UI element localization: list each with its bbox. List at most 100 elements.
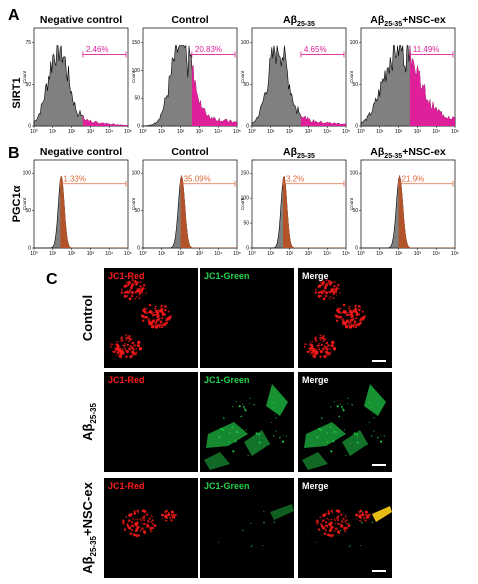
fluorescence-spot: [165, 519, 168, 522]
histogram-row-b: Negative control 1.33% 10⁰ 10¹ 10² 10³ 10⁴ 10⁵ 0…: [22, 146, 459, 257]
fluorescence-spot: [232, 406, 234, 408]
image-abeta-nsc-ex-merge: Merge: [298, 478, 392, 578]
panel-label-c: C: [46, 271, 58, 288]
x-tick-label: 10⁴: [323, 129, 331, 135]
fluorescence-spot: [148, 310, 152, 314]
x-tick-label: 10³: [414, 129, 422, 135]
fluorescence-spot: [129, 355, 133, 359]
fluorescence-spot: [348, 325, 352, 329]
fluorescence-spot: [324, 524, 327, 527]
y-axis-label: Count: [240, 70, 245, 83]
fluorescence-spot: [345, 454, 347, 457]
fluorescence-spot: [325, 291, 328, 294]
y-tick-label: 50: [134, 96, 140, 102]
fluorescence-spot: [304, 343, 306, 346]
fluorescence-spot: [347, 311, 349, 314]
fluorescence-spot: [340, 525, 342, 527]
fluorescence-spot: [268, 443, 271, 445]
fluorescence-spot: [136, 344, 140, 348]
fluorescence-spot: [125, 339, 127, 342]
fluorescence-spot: [125, 290, 127, 293]
fluorescence-spot: [167, 513, 171, 517]
y-tick-label: 150: [241, 171, 250, 177]
fluorescence-spot: [318, 284, 322, 288]
fluorescence-spot: [323, 286, 327, 290]
fluorescence-spot: [125, 516, 128, 519]
fluorescence-spot: [170, 315, 172, 317]
fluorescence-spot: [165, 318, 169, 322]
fluorescence-spot: [364, 519, 367, 522]
fluorescence-spot: [325, 283, 327, 286]
fluorescence-spot: [330, 518, 333, 521]
fluorescence-spot: [151, 315, 154, 317]
fluorescence-spot: [354, 323, 358, 327]
fluorescence-spot: [116, 345, 120, 349]
fluorescence-spot: [359, 321, 362, 324]
fluorescence-spot: [117, 351, 120, 355]
fluorescence-spot: [344, 530, 347, 533]
fluorescence-spot: [320, 523, 323, 526]
fluorescence-spot: [359, 318, 362, 322]
x-tick-label: 10³: [305, 129, 313, 135]
fluorescence-spot: [364, 513, 367, 516]
fluorescence-spot: [342, 303, 346, 307]
fluorescence-spot: [333, 430, 336, 433]
y-tick-label: 50: [243, 82, 249, 88]
fluorescence-spot: [160, 323, 164, 327]
fluorescence-spot: [306, 343, 308, 345]
fluorescence-spot: [275, 417, 277, 419]
fluorescence-spot: [154, 524, 157, 527]
histogram-title: Control: [171, 14, 208, 26]
fluorescence-spot: [168, 315, 172, 319]
fluorescence-spot: [318, 346, 320, 349]
fluorescence-spot: [320, 429, 323, 431]
fluorescence-spot: [209, 532, 211, 533]
fluorescence-spot: [350, 324, 353, 326]
fluorescence-spot: [319, 355, 322, 358]
fluorescence-spot: [326, 441, 329, 443]
fluorescence-spot: [136, 525, 140, 529]
panel-label-b: B: [8, 145, 20, 162]
histogram-frame: [360, 159, 456, 249]
fluorescence-spot: [156, 324, 159, 326]
y-tick-label: 100: [350, 40, 359, 46]
fluorescence-spot: [170, 519, 173, 522]
fluorescence-spot: [258, 433, 261, 436]
fluorescence-spot: [145, 307, 148, 310]
fluorescence-spot: [361, 310, 364, 313]
fluorescence-spot: [347, 320, 349, 322]
fluorescence-spot: [119, 354, 122, 357]
fluorescence-spot: [130, 294, 134, 298]
channel-label-merge: Merge: [302, 375, 329, 385]
fluorescence-spot: [319, 349, 323, 354]
fluorescence-spot: [138, 297, 141, 300]
channel-label-jc1-red: JC1-Red: [108, 481, 145, 491]
fluorescence-spot: [122, 350, 125, 353]
fluorescence-spot: [316, 436, 319, 439]
fluorescence-spot: [136, 281, 139, 284]
scale-bar: [372, 464, 386, 466]
fluorescence-spot: [335, 509, 339, 513]
fluorescence-spot: [334, 522, 336, 525]
fluorescence-spot: [228, 441, 231, 443]
fluorescence-spot: [346, 313, 349, 316]
fluorescence-spot: [332, 287, 336, 291]
y-tick-label: 50: [25, 82, 31, 88]
fluorescence-spot: [332, 290, 336, 294]
x-tick-label: 10²: [177, 251, 185, 257]
y-tick-label: 75: [25, 40, 31, 46]
fluorescence-spot: [128, 347, 131, 350]
fluorescence-spot: [354, 304, 357, 307]
fluorescence-spot: [323, 298, 325, 300]
fluorescence-spot: [328, 297, 331, 300]
x-tick-label: 10²: [177, 129, 185, 135]
fluorescence-spot: [166, 307, 168, 309]
fluorescence-spot: [135, 296, 138, 298]
fluorescence-spot: [263, 521, 265, 524]
fluorescence-spot: [217, 541, 219, 543]
fluorescence-spot: [356, 518, 358, 520]
fluorescence-spot: [141, 314, 145, 318]
image-background: [104, 372, 198, 472]
fluorescence-spot: [321, 336, 324, 340]
